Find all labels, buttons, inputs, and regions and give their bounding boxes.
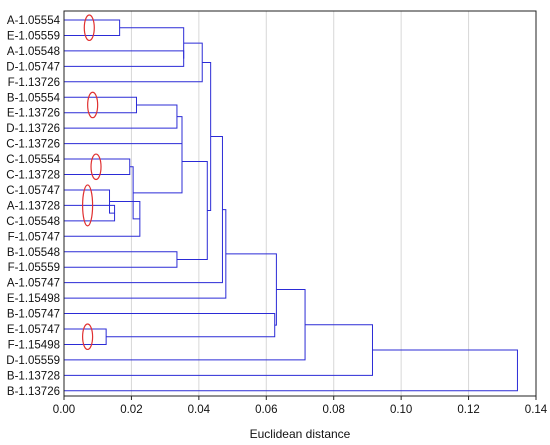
x-tick-label: 0.10: [390, 404, 412, 416]
leaf-label: F-1.15498: [8, 339, 60, 351]
leaf-label: B-1.13728: [7, 370, 60, 382]
leaf-label: D-1.05559: [6, 355, 60, 367]
x-axis-title: Euclidean distance: [250, 427, 351, 441]
leaf-label: C-1.13728: [6, 170, 60, 182]
x-tick-label: 0.00: [53, 404, 75, 416]
grid-lines: [130, 11, 470, 396]
dendrogram-link: [119, 27, 185, 59]
plot-frame: [63, 10, 537, 397]
leaf-label: C-1.05747: [6, 185, 60, 197]
leaf-label: E-1.05747: [7, 324, 60, 336]
leaf-label: C-1.13726: [6, 139, 60, 151]
leaf-label: C-1.05548: [6, 216, 60, 228]
x-tick-label: 0.08: [323, 404, 345, 416]
x-tick-label: 0.02: [120, 404, 142, 416]
dendrogram-branches: [64, 19, 518, 392]
x-axis-ticks: 0.00 0.02 0.04 0.06 0.08 0.10 0.12 0.14: [53, 396, 548, 416]
dendrogram-link: [64, 324, 373, 376]
dendrogram-link: [64, 349, 518, 392]
leaf-label: A-1.05554: [7, 15, 61, 27]
leaf-label: B-1.05548: [7, 247, 60, 259]
highlight-ellipse: [81, 184, 94, 227]
dendrogram-link: [64, 42, 203, 83]
dendrogram-link: [64, 204, 116, 222]
dendrogram-link: [64, 201, 141, 237]
leaf-label: A-1.05548: [7, 46, 60, 58]
leaf-label: E-1.05559: [7, 30, 60, 42]
leaf-label: B-1.05747: [7, 309, 60, 321]
x-tick-label: 0.04: [188, 404, 211, 416]
leaf-label: D-1.05747: [6, 61, 60, 73]
dendrogram-link: [64, 209, 227, 299]
dendrogram-link: [64, 189, 115, 214]
highlight-ellipse: [83, 14, 95, 42]
dendrogram-link: [64, 313, 276, 338]
leaf-label: F-1.13726: [8, 77, 60, 89]
leaf-label: D-1.13726: [6, 123, 60, 135]
dendrogram-link: [64, 116, 183, 145]
leaf-label: F-1.05559: [8, 262, 60, 274]
dendrogram-link: [64, 50, 185, 67]
dendrogram-link: [133, 130, 183, 194]
x-tick-label: 0.12: [457, 404, 479, 416]
leaf-label: A-1.13728: [7, 200, 60, 212]
dendrogram-link: [64, 135, 223, 284]
highlight-ellipse: [81, 323, 94, 351]
dendrogram-link: [129, 166, 140, 220]
leaf-label: B-1.13726: [7, 386, 60, 398]
dendrogram-link: [64, 251, 178, 268]
highlight-ellipse: [90, 153, 102, 181]
dendrogram-link: [176, 160, 208, 260]
leaf-label: B-1.05554: [7, 92, 61, 104]
dendrogram-link: [202, 61, 212, 211]
dendrogram-link: [64, 158, 131, 175]
x-tick-label: 0.14: [525, 404, 548, 416]
leaf-label: C-1.05554: [6, 154, 60, 166]
dendrogram-link: [64, 328, 107, 345]
x-tick-label: 0.06: [255, 404, 277, 416]
dendrogram-link: [225, 253, 277, 326]
leaf-label: E-1.13726: [7, 108, 60, 120]
leaf-label: F-1.05747: [8, 231, 60, 243]
highlight-ellipse: [87, 91, 99, 119]
dendrogram-link: [64, 19, 121, 36]
leaf-labels: A-1.05554 E-1.05559 A-1.05548 D-1.05747 F-1.…: [6, 15, 60, 398]
dendrogram-link: [64, 96, 137, 114]
dendrogram-link: [64, 288, 306, 361]
leaf-label: E-1.15498: [7, 293, 60, 305]
highlight-ellipses: [81, 14, 102, 351]
leaf-label: A-1.05747: [7, 278, 60, 290]
dendrogram-link: [64, 104, 178, 129]
